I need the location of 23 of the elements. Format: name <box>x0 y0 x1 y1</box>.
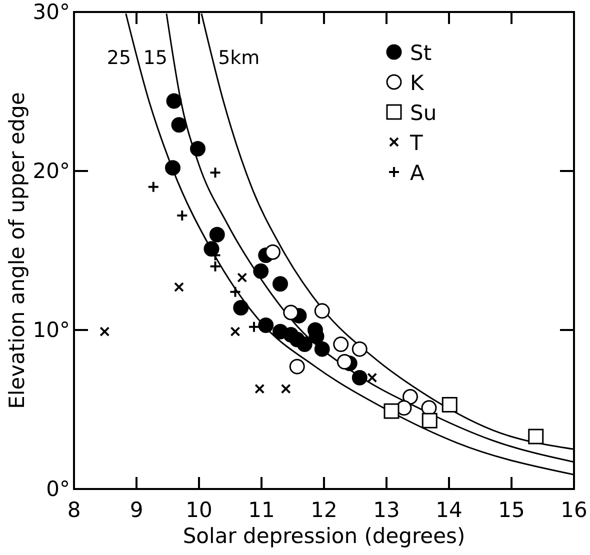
x-tick-label: 15 <box>498 498 525 522</box>
y-axis-title: Elevation angle of upper edge <box>5 92 29 409</box>
legend-label: A <box>410 161 425 185</box>
series-label: 15 <box>143 47 168 69</box>
series-label: 25 <box>106 47 132 69</box>
y-tick-label: 30° <box>32 0 70 24</box>
y-tick-label: 20° <box>32 159 70 183</box>
legend-label: K <box>410 71 425 95</box>
x-tick-label: 16 <box>560 498 588 522</box>
y-tick-label: 10° <box>32 318 70 342</box>
legend-label: Su <box>410 101 437 125</box>
legend-label: T <box>409 131 423 155</box>
series-label: 5km <box>218 47 260 69</box>
legend-label: St <box>410 41 432 65</box>
x-axis-title: Solar depression (degrees) <box>182 524 466 548</box>
x-tick-label: 14 <box>436 498 462 522</box>
x-tick-label: 9 <box>130 498 144 522</box>
x-tick-label: 12 <box>310 498 338 522</box>
x-tick-label: 8 <box>67 498 81 522</box>
y-tick-label: 0° <box>46 477 70 501</box>
x-tick-label: 10 <box>186 498 212 522</box>
x-tick-label: 11 <box>248 498 275 522</box>
x-tick-label: 13 <box>373 498 400 522</box>
